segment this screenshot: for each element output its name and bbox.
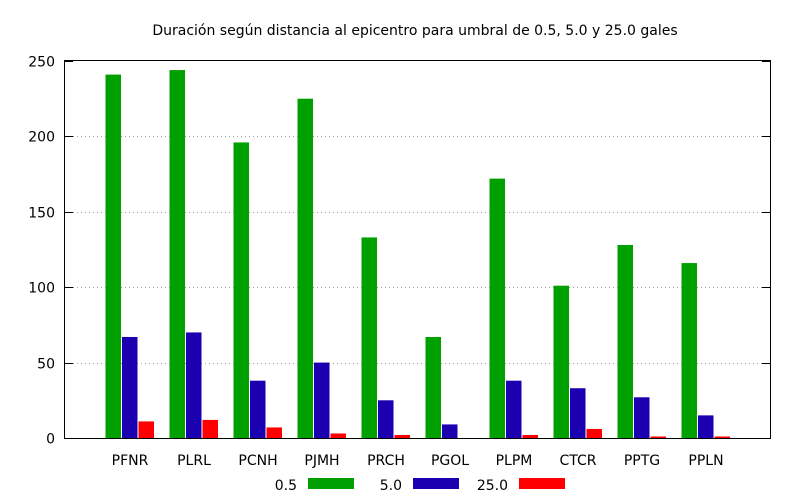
x-tick-label: PRCH bbox=[367, 453, 405, 469]
legend: 0.5 5.0 25.0 bbox=[275, 478, 565, 494]
bar-pcnh-25.0 bbox=[266, 427, 282, 438]
x-axis-tick-labels: PFNR PLRL PCNH PJMH PRCH PGOL PLPM CTCR PPTG PPLN bbox=[112, 453, 724, 469]
bar-prch-5.0 bbox=[378, 400, 394, 438]
bar-pcnh-0.5 bbox=[233, 142, 249, 438]
legend-label: 0.5 bbox=[275, 478, 297, 494]
chart-title: Duración según distancia al epicentro pa… bbox=[152, 23, 677, 39]
bar-pgol-0.5 bbox=[425, 336, 441, 438]
bar-pjmh-0.5 bbox=[297, 98, 313, 438]
x-tick-label: PGOL bbox=[431, 453, 469, 469]
bar-ppln-0.5 bbox=[681, 263, 697, 438]
x-tick-label: CTCR bbox=[559, 453, 596, 469]
bars bbox=[105, 70, 730, 439]
y-tick-label: 250 bbox=[28, 55, 55, 71]
ticks bbox=[65, 61, 770, 439]
y-tick-label: 50 bbox=[37, 357, 55, 373]
x-tick-label: PPTG bbox=[624, 453, 660, 469]
x-tick-label: PLPM bbox=[496, 453, 533, 469]
bar-ctcr-5.0 bbox=[570, 388, 586, 438]
bar-pjmh-5.0 bbox=[314, 362, 330, 438]
bar-pcnh-5.0 bbox=[250, 380, 266, 438]
plot-frame bbox=[64, 60, 771, 439]
y-axis-tick-labels: 0 50 100 150 200 250 bbox=[28, 55, 55, 448]
bar-pfnr-0.5 bbox=[105, 74, 121, 439]
legend-label: 5.0 bbox=[380, 478, 402, 494]
bar-pjmh-25.0 bbox=[330, 433, 346, 438]
bar-prch-25.0 bbox=[394, 434, 410, 438]
legend-label: 25.0 bbox=[477, 478, 508, 494]
bar-pfnr-5.0 bbox=[122, 336, 138, 438]
y-tick-label: 150 bbox=[28, 206, 55, 222]
bar-plrl-0.5 bbox=[169, 70, 185, 438]
bar-pptg-5.0 bbox=[634, 397, 650, 438]
bar-pfnr-25.0 bbox=[138, 421, 154, 438]
bar-plpm-25.0 bbox=[522, 434, 538, 438]
legend-swatch bbox=[413, 478, 459, 489]
x-tick-label: PCNH bbox=[238, 453, 277, 469]
bar-ppln-5.0 bbox=[698, 415, 714, 438]
x-tick-label: PPLN bbox=[688, 453, 723, 469]
x-tick-label: PJMH bbox=[304, 453, 339, 469]
gridlines bbox=[65, 136, 770, 364]
y-tick-label: 200 bbox=[28, 130, 55, 146]
bar-pptg-0.5 bbox=[617, 244, 633, 438]
bar-plpm-0.5 bbox=[489, 178, 505, 438]
bar-pptg-25.0 bbox=[650, 436, 666, 438]
y-tick-label: 0 bbox=[46, 432, 55, 448]
bar-ctcr-0.5 bbox=[553, 285, 569, 438]
y-tick-label: 100 bbox=[28, 281, 55, 297]
x-tick-label: PLRL bbox=[177, 453, 211, 469]
bar-ppln-25.0 bbox=[714, 436, 730, 438]
bar-plpm-5.0 bbox=[506, 380, 522, 438]
x-tick-label: PFNR bbox=[112, 453, 149, 469]
legend-swatch bbox=[519, 478, 565, 489]
bar-ctcr-25.0 bbox=[586, 428, 602, 438]
bar-prch-0.5 bbox=[361, 237, 377, 438]
legend-swatch bbox=[308, 478, 354, 489]
bar-plrl-25.0 bbox=[202, 419, 218, 438]
bar-pgol-5.0 bbox=[442, 424, 458, 438]
bar-plrl-5.0 bbox=[186, 332, 202, 438]
